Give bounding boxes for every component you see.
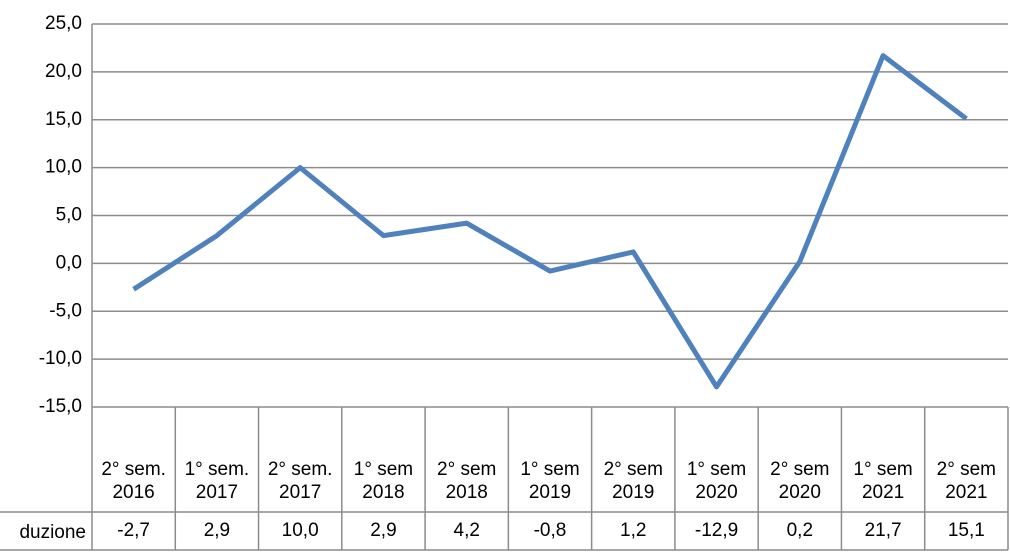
y-tick-label: -10,0 xyxy=(39,348,82,369)
table-value: 15,1 xyxy=(947,520,985,541)
table-value: -0,8 xyxy=(533,520,567,541)
x-tick-label: 2° sem 2021 xyxy=(936,459,997,503)
x-tick-label: 1° sem 2019 xyxy=(520,459,580,503)
table-value: 4,2 xyxy=(453,520,480,541)
line-series xyxy=(132,53,968,390)
table-value: 0,2 xyxy=(786,520,814,541)
x-tick-label: 2° sem. 2016 xyxy=(101,459,166,503)
table-value: -12,9 xyxy=(694,520,739,541)
x-tick-label: 1° sem. 2017 xyxy=(184,459,250,503)
x-tick-label: 1° sem 2018 xyxy=(353,459,414,503)
x-tick-label: 1° sem 2020 xyxy=(686,459,747,503)
x-tick-label: 2° sem 2019 xyxy=(603,459,663,503)
y-tick-label: -15,0 xyxy=(39,396,82,417)
y-tick-label: 0,0 xyxy=(56,252,82,273)
x-tick-label: 1° sem 2021 xyxy=(853,459,913,503)
table-value: 2,9 xyxy=(370,520,397,541)
y-tick-label: 20,0 xyxy=(45,61,82,82)
legend-label: duzione xyxy=(19,522,86,543)
y-tick-label: 15,0 xyxy=(45,109,82,130)
y-tick-label: 10,0 xyxy=(45,157,82,178)
y-tick-label: -5,0 xyxy=(49,300,82,321)
table-value: 2,9 xyxy=(203,520,231,541)
table-value: 1,2 xyxy=(620,520,647,541)
y-tick-label: 5,0 xyxy=(56,205,82,226)
x-tick-label: 2° sem 2018 xyxy=(437,459,497,503)
x-tick-label: 2° sem 2020 xyxy=(770,459,830,503)
table-value: 10,0 xyxy=(281,520,319,541)
table-value: 21,7 xyxy=(864,520,902,541)
table-value: -2,7 xyxy=(117,520,150,541)
x-tick-label: 2° sem. 2017 xyxy=(267,459,333,503)
y-tick-label: 25,0 xyxy=(45,13,82,34)
